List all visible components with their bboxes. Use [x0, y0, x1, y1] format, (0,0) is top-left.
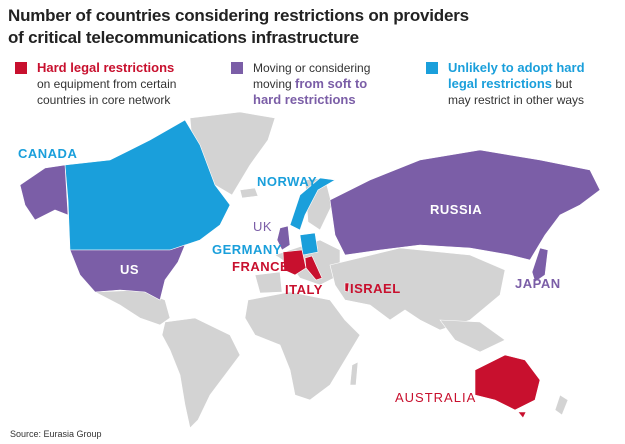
country-norway: [289, 177, 336, 231]
nz: [554, 394, 569, 416]
country-us: [69, 244, 186, 301]
label-italy: ITALY: [285, 282, 323, 297]
legend-hard: Hard legal restrictions on equipment fro…: [15, 60, 207, 108]
country-italy: [304, 255, 323, 281]
middle-east-asia: [329, 247, 506, 331]
label-israel: ISRAEL: [350, 281, 401, 296]
legend-swatch-red: [15, 62, 27, 74]
label-germany: GERMANY: [212, 242, 282, 257]
country-uk: [276, 225, 291, 251]
label-canada: CANADA: [18, 146, 78, 161]
spain: [254, 271, 283, 294]
legend-swatch-blue: [426, 62, 438, 74]
country-australia: [474, 354, 541, 411]
map-title: Number of countries considering restrict…: [8, 6, 469, 47]
label-norway: NORWAY: [257, 174, 318, 189]
country-israel: [344, 282, 350, 293]
legend-unlikely: Unlikely to adopt hard legal restriction…: [426, 60, 598, 108]
south-america: [161, 317, 241, 429]
country-france: [282, 249, 307, 276]
africa: [244, 291, 361, 401]
iceland: [239, 187, 259, 199]
legend-moving: Moving or considering moving from soft t…: [231, 60, 393, 108]
label-australia: AUSTRALIA: [395, 390, 477, 405]
legend-swatch-purple: [231, 62, 243, 74]
source-note: Source: Eurasia Group: [10, 429, 102, 439]
country-japan: [531, 247, 549, 283]
country-germany: [299, 232, 319, 256]
label-uk: UK: [253, 219, 273, 234]
label-russia: RUSSIA: [430, 202, 483, 217]
country-russia: [329, 149, 601, 261]
southeast-asia: [439, 319, 506, 353]
world-map: [19, 111, 601, 429]
madagascar: [349, 361, 359, 386]
label-france: FRANCE: [232, 259, 290, 274]
country-alaska: [19, 164, 69, 221]
label-japan: JAPAN: [515, 276, 561, 291]
label-us: US: [120, 262, 140, 277]
country-tasmania: [517, 411, 527, 419]
